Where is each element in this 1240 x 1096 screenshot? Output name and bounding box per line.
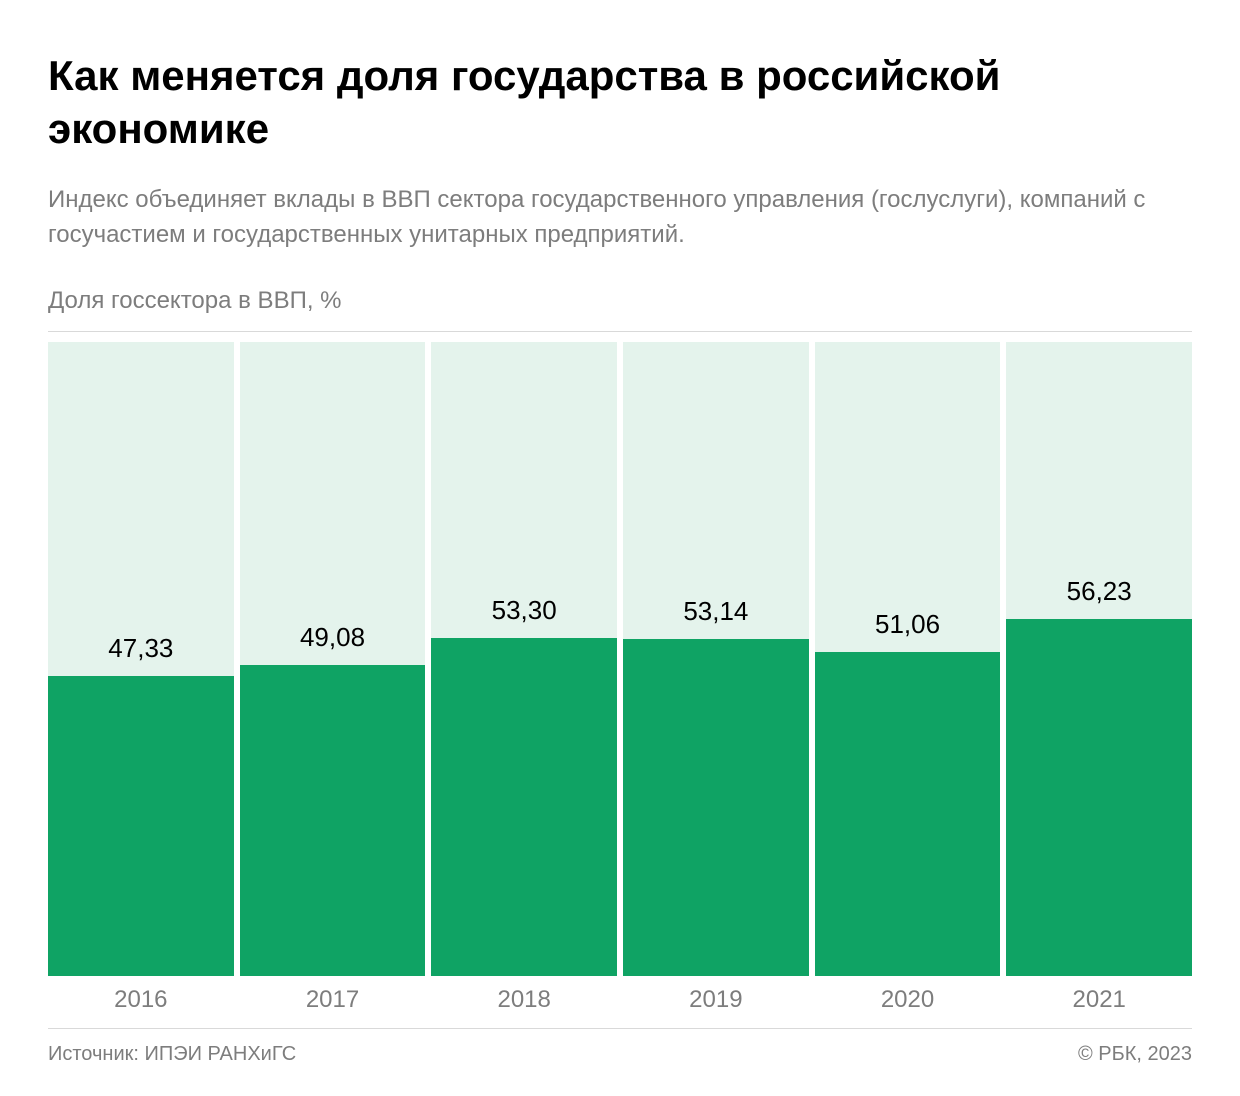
bars-row: 47,3349,0853,3053,1451,0656,23 [48, 342, 1192, 976]
x-axis-label: 2021 [1006, 986, 1192, 1014]
bar-foreground [1006, 619, 1192, 976]
bar-foreground [240, 665, 426, 976]
x-axis-labels: 201620172018201920202021 [48, 986, 1192, 1014]
copyright-text: © РБК, 2023 [1078, 1043, 1192, 1066]
bar-value-label: 53,14 [623, 596, 809, 627]
bar-foreground [623, 639, 809, 976]
y-axis-label: Доля госсектора в ВВП, % [48, 287, 1192, 315]
bar-slot: 53,30 [431, 342, 617, 976]
bar-foreground [48, 676, 234, 976]
bar-value-label: 53,30 [431, 595, 617, 626]
bar-value-label: 56,23 [1006, 576, 1192, 607]
bar-slot: 47,33 [48, 342, 234, 976]
bar-value-label: 49,08 [240, 622, 426, 653]
x-axis-label: 2020 [815, 986, 1001, 1014]
source-name: ИПЭИ РАНХиГС [145, 1043, 297, 1065]
chart-title: Как меняется доля государства в российск… [48, 50, 1192, 155]
bar-foreground [815, 652, 1001, 976]
source-text: Источник: ИПЭИ РАНХиГС [48, 1043, 296, 1066]
bar-slot: 51,06 [815, 342, 1001, 976]
bar-value-label: 47,33 [48, 633, 234, 664]
source-prefix: Источник: [48, 1043, 145, 1065]
chart-area: 47,3349,0853,3053,1451,0656,23 201620172… [48, 342, 1192, 1028]
chart-subtitle: Индекс объединяет вклады в ВВП сектора г… [48, 183, 1192, 253]
x-axis-label: 2019 [623, 986, 809, 1014]
x-axis-label: 2018 [431, 986, 617, 1014]
bar-slot: 53,14 [623, 342, 809, 976]
chart-footer: Источник: ИПЭИ РАНХиГС © РБК, 2023 [48, 1043, 1192, 1066]
bar-foreground [431, 638, 617, 976]
bar-slot: 49,08 [240, 342, 426, 976]
bar-slot: 56,23 [1006, 342, 1192, 976]
bottom-divider [48, 1028, 1192, 1029]
x-axis-label: 2017 [240, 986, 426, 1014]
x-axis-label: 2016 [48, 986, 234, 1014]
top-divider [48, 331, 1192, 332]
bar-value-label: 51,06 [815, 609, 1001, 640]
